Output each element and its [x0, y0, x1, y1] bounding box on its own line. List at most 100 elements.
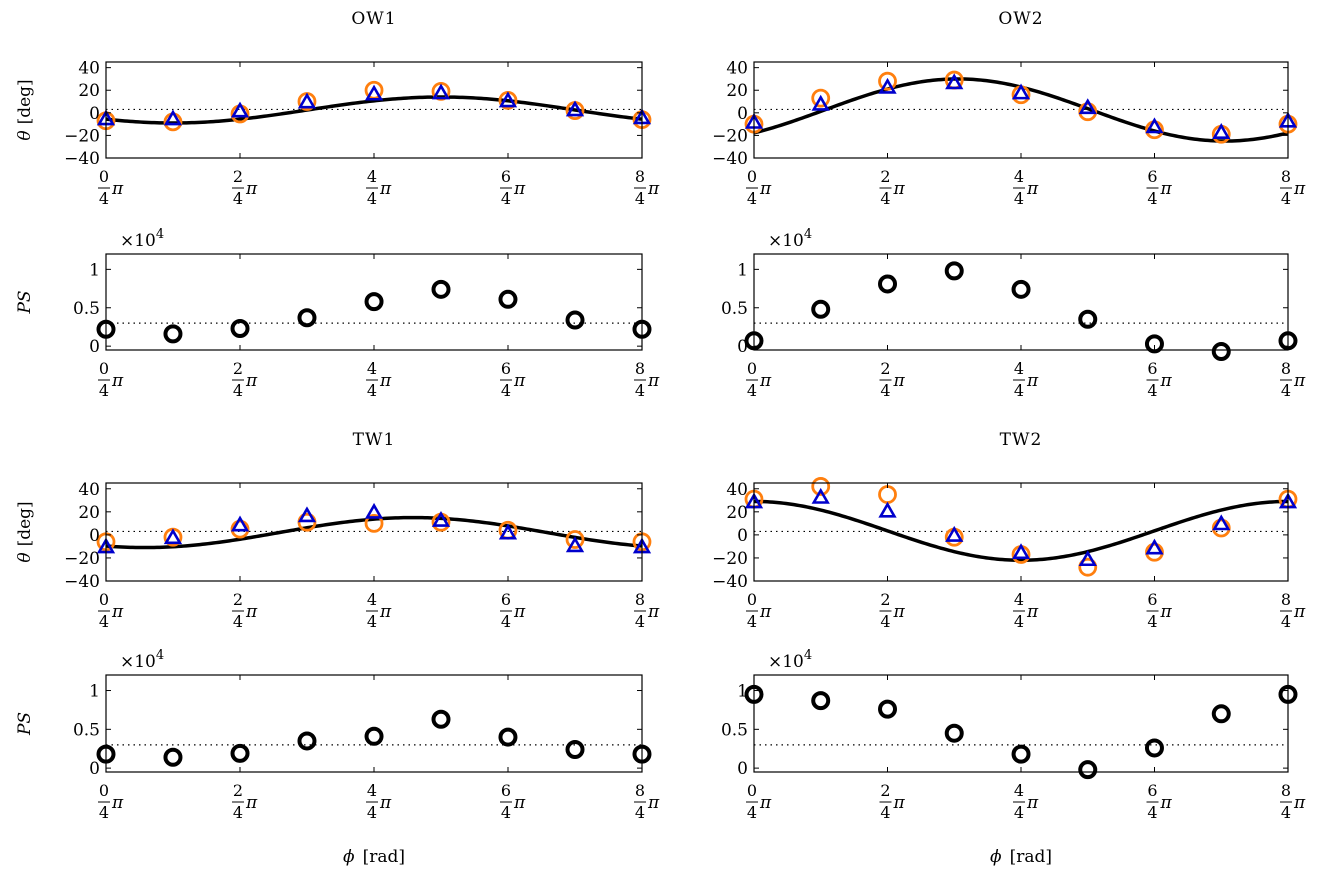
x-tick-label: 2 4 π: [879, 590, 906, 631]
fraction-numerator: 0: [99, 781, 109, 800]
fraction-denominator: 4: [99, 381, 109, 400]
fraction-denominator: 4: [1147, 189, 1157, 208]
fraction-numerator: 4: [367, 359, 377, 378]
fraction-numerator: 6: [1147, 590, 1157, 609]
blue-triangle-point: [297, 92, 317, 109]
fraction-numerator: 8: [635, 359, 645, 378]
blue-triangle-point: [163, 528, 183, 545]
blue-triangle-point: [1011, 543, 1031, 560]
blue-triangle-point: [1145, 538, 1164, 555]
fraction-numerator: 0: [99, 167, 109, 186]
pi-symbol: π: [1026, 179, 1039, 199]
pi-symbol: π: [1293, 371, 1306, 391]
y-tick-label: 0: [737, 759, 748, 779]
fraction-numerator: 4: [367, 781, 377, 800]
x-tick-label: 6 4 π: [1146, 359, 1173, 400]
blue-triangle-point: [878, 501, 897, 518]
fraction-denominator: 4: [635, 612, 645, 631]
y-tick-label: 0: [89, 759, 100, 779]
y-axis-label: PS: [15, 290, 35, 314]
x-tick-label: 2 4 π: [879, 359, 906, 400]
y-tick-label: 0.5: [73, 720, 100, 740]
fraction-denominator: 4: [99, 189, 109, 208]
multiplier-label: ×104: [120, 648, 164, 672]
fit-curve: [106, 515, 642, 550]
fraction-denominator: 4: [501, 803, 511, 822]
blue-triangle-point: [431, 83, 451, 100]
y-tick-label: 1: [89, 260, 100, 280]
ps-point: [498, 289, 518, 309]
pi-symbol: π: [1026, 371, 1039, 391]
multiplier-label: ×104: [120, 227, 164, 251]
pi-symbol: π: [647, 371, 660, 391]
y-tick-label: 20: [78, 503, 100, 523]
y-tick-label: 0: [737, 526, 748, 546]
fraction-numerator: 4: [367, 590, 377, 609]
fraction-denominator: 4: [233, 803, 243, 822]
y-tick-label: −20: [64, 549, 100, 569]
fraction-numerator: 6: [501, 359, 511, 378]
fraction-numerator: 6: [1147, 359, 1157, 378]
pi-symbol: π: [1293, 793, 1306, 813]
blue-triangle-point: [364, 502, 384, 519]
orange-circle-point: [811, 88, 831, 108]
ps-point: [163, 324, 183, 344]
ps-point: [1211, 704, 1231, 724]
y-tick-label: 0: [737, 337, 748, 357]
fraction-denominator: 4: [367, 189, 377, 208]
x-tick-label: 8 4 π: [1280, 359, 1306, 400]
pi-symbol: π: [513, 602, 526, 622]
x-tick-label: 8 4 π: [634, 781, 660, 822]
panel-title: OW2: [998, 9, 1043, 29]
fraction-denominator: 4: [1014, 612, 1024, 631]
pi-symbol: π: [513, 793, 526, 813]
pi-symbol: π: [379, 371, 392, 391]
y-tick-label: 0: [89, 104, 100, 124]
ps-point: [1078, 760, 1098, 780]
fraction-numerator: 2: [233, 781, 243, 800]
fraction-numerator: 2: [880, 781, 890, 800]
x-tick-label: 4 4 π: [366, 167, 392, 208]
pi-symbol: π: [893, 793, 906, 813]
fraction-numerator: 0: [747, 167, 757, 186]
x-tick-label: 0 4 π: [746, 590, 772, 631]
fraction-numerator: 8: [1281, 781, 1291, 800]
x-tick-label: 8 4 π: [634, 167, 660, 208]
ps-point: [565, 310, 585, 330]
pi-symbol: π: [1026, 602, 1039, 622]
fraction-denominator: 4: [501, 189, 511, 208]
pi-symbol: π: [111, 371, 124, 391]
ps-point: [1211, 342, 1231, 362]
fraction-denominator: 4: [747, 612, 757, 631]
pi-symbol: π: [647, 793, 660, 813]
x-tick-label: 2 4 π: [879, 167, 906, 208]
y-tick-label: −40: [64, 572, 100, 592]
axes-frame: [753, 674, 1289, 773]
orange-circle-point: [878, 485, 897, 504]
axes-frame: [105, 61, 643, 159]
y-tick-label: 20: [78, 81, 100, 101]
pi-symbol: π: [245, 179, 258, 199]
ps-point: [431, 709, 451, 729]
y-tick-label: −40: [712, 572, 748, 592]
fit-curve: [754, 499, 1288, 563]
ps-point: [944, 261, 964, 281]
orange-circle-point: [364, 513, 384, 533]
pi-symbol: π: [759, 371, 772, 391]
pi-symbol: π: [111, 793, 124, 813]
x-tick-label: 0 4 π: [746, 167, 772, 208]
fraction-numerator: 4: [1014, 590, 1024, 609]
x-tick-label: 0 4 π: [98, 781, 124, 822]
panel-title: TW1: [353, 430, 396, 450]
fraction-numerator: 2: [880, 359, 890, 378]
fraction-numerator: 8: [635, 167, 645, 186]
blue-triangle-point: [1212, 123, 1231, 139]
panel-title: OW1: [351, 9, 396, 29]
fraction-denominator: 4: [233, 189, 243, 208]
ps-point: [297, 731, 317, 751]
fraction-numerator: 0: [747, 781, 757, 800]
blue-triangle-point: [297, 506, 317, 523]
